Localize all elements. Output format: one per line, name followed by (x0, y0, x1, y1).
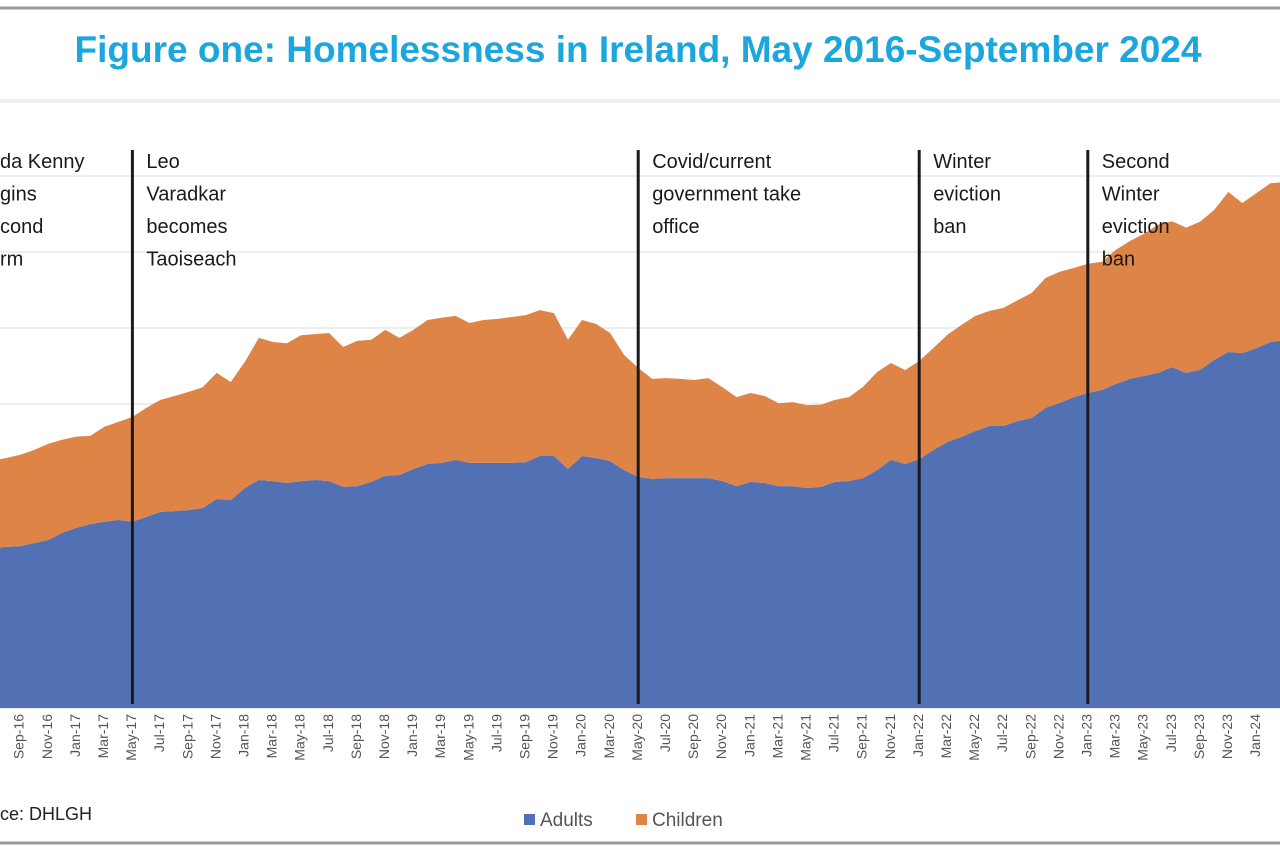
x-tick-label: Jul-23 (1163, 714, 1179, 752)
x-tick-label: May-19 (460, 714, 476, 761)
annotation-text: eviction (933, 184, 1001, 206)
area-children (0, 182, 1280, 548)
annotation-text: ban (933, 216, 966, 238)
x-tick-label: Nov-17 (207, 714, 223, 759)
legend-swatch (524, 814, 535, 825)
x-tick-label: Jul-19 (488, 714, 504, 752)
annotation-text: cond (0, 216, 43, 238)
annotation-text: becomes (146, 216, 227, 238)
x-tick-label: Nov-16 (39, 714, 55, 759)
annotation-text: Leo (146, 151, 179, 173)
x-tick-label: Nov-19 (545, 714, 561, 759)
x-tick-label: May-18 (292, 714, 308, 761)
x-tick-label: Nov-20 (713, 714, 729, 759)
x-tick-label: Jan-19 (404, 714, 420, 757)
annotation-text: Taoiseach (146, 249, 236, 271)
x-tick-label: Sep-23 (1191, 714, 1207, 759)
x-tick-label: Sep-22 (1022, 714, 1038, 759)
chart-title: Figure one: Homelessness in Ireland, May… (75, 29, 1202, 70)
annotation-text: rm (0, 249, 23, 271)
x-tick-label: Jan-22 (910, 714, 926, 757)
x-tick-label: Mar-23 (1107, 714, 1123, 759)
x-tick-label: Mar-21 (769, 714, 785, 759)
x-tick-label: Mar-18 (264, 714, 280, 759)
x-tick-label: Sep-21 (854, 714, 870, 759)
x-tick-label: Sep-20 (685, 714, 701, 759)
x-tick-label: Jul-22 (994, 714, 1010, 752)
x-tick-label: Jul-18 (320, 714, 336, 752)
x-tick-label: Jan-24 (1247, 714, 1263, 757)
x-tick-label: Jan-20 (573, 714, 589, 757)
annotation-text: Winter (933, 151, 991, 173)
annotation-text: da Kenny (0, 151, 85, 173)
x-tick-label: Mar-17 (95, 714, 111, 759)
source: ce: DHLGH (0, 804, 92, 824)
x-tick-label: May-20 (629, 714, 645, 761)
x-tick-label: Jan-23 (1079, 714, 1095, 757)
x-tick-label: Sep-16 (11, 714, 27, 759)
annotation-text: office (652, 216, 699, 238)
x-tick-label: Jul-21 (826, 714, 842, 752)
x-tick-label: Nov-22 (1050, 714, 1066, 759)
legend-swatch (636, 814, 647, 825)
annotation-text: government take (652, 184, 801, 206)
x-tick-label: Jan-17 (67, 714, 83, 757)
annotation-text: ban (1102, 249, 1135, 271)
x-tick-label: Nov-21 (882, 714, 898, 759)
x-tick-label: May-21 (798, 714, 814, 761)
annotation-text: eviction (1102, 216, 1170, 238)
x-tick-label: Nov-18 (376, 714, 392, 759)
legend-label: Adults (540, 810, 593, 831)
x-tick-label: Nov-23 (1219, 714, 1235, 759)
x-tick-label: Jul-17 (151, 714, 167, 752)
x-tick-label: Jan-18 (236, 714, 252, 757)
x-tick-label: Mar-19 (432, 714, 448, 759)
x-tick-label: May-23 (1135, 714, 1151, 761)
x-tick-label: Mar-20 (601, 714, 617, 759)
x-tick-label: May-17 (123, 714, 139, 761)
annotation-text: Winter (1102, 184, 1160, 206)
annotation-text: gins (0, 184, 37, 206)
x-tick-label: Sep-19 (517, 714, 533, 759)
x-tick-label: Sep-17 (179, 714, 195, 759)
x-tick-label: Mar-22 (938, 714, 954, 759)
x-tick-label: Sep-18 (348, 714, 364, 759)
legend-label: Children (652, 810, 723, 831)
x-tick-label: Jan-21 (741, 714, 757, 757)
area-adults (0, 340, 1280, 708)
x-tick-label: Jul-20 (657, 714, 673, 752)
annotation-text: Covid/current (652, 151, 771, 173)
annotation-text: Varadkar (146, 184, 226, 206)
x-tick-label: May-22 (966, 714, 982, 761)
annotation-text: Second (1102, 151, 1170, 173)
